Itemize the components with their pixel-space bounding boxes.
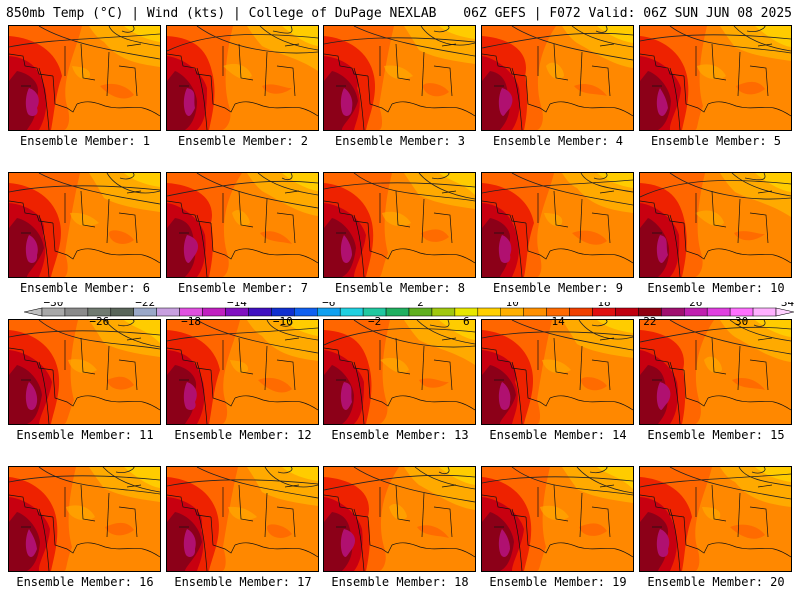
colorbar-swatch [385, 307, 410, 317]
colorbar-tick-label: −6 [322, 302, 335, 309]
ensemble-member-label: Ensemble Member: 4 [492, 134, 624, 148]
ensemble-member-label: Ensemble Member: 18 [331, 575, 469, 589]
ensemble-member-label: Ensemble Member: 16 [16, 575, 154, 589]
colorbar-swatch [752, 307, 777, 317]
ensemble-member-label: Ensemble Member: 2 [177, 134, 309, 148]
ensemble-member-label: Ensemble Member: 1 [19, 134, 151, 148]
colorbar-tick-label: −22 [135, 302, 155, 309]
ensemble-member-label: Ensemble Member: 19 [489, 575, 627, 589]
colorbar-swatch [477, 307, 501, 317]
colorbar-tick-label: 26 [689, 302, 702, 309]
colorbar-swatch [133, 307, 157, 317]
ensemble-member-label: Ensemble Member: 11 [16, 428, 154, 442]
ensemble-member-map [8, 319, 161, 425]
ensemble-member-map [8, 466, 161, 572]
ensemble-member-label: Ensemble Member: 14 [489, 428, 627, 442]
ensemble-member-map [481, 319, 634, 425]
colorbar-arrow-low [24, 307, 43, 317]
ensemble-member-map [166, 319, 319, 425]
ensemble-member-map [8, 172, 161, 278]
ensemble-member-map [481, 25, 634, 131]
colorbar-arrow-high [775, 307, 794, 317]
colorbar-swatch [569, 307, 593, 317]
colorbar-tick-label: 6 [463, 315, 470, 326]
ensemble-member-label: Ensemble Member: 3 [334, 134, 466, 148]
colorbar-swatch [317, 307, 341, 317]
ensemble-member-label: Ensemble Member: 8 [334, 281, 466, 295]
colorbar-swatch [408, 307, 433, 317]
ensemble-member-map [639, 319, 792, 425]
colorbar-swatch [523, 307, 547, 317]
ensemble-member-label: Ensemble Member: 20 [647, 575, 785, 589]
ensemble-member-map [323, 172, 476, 278]
colorbar-tick-label: −26 [89, 315, 109, 326]
ensemble-member-map [166, 25, 319, 131]
ensemble-member-map [166, 172, 319, 278]
ensemble-member-label: Ensemble Member: 6 [19, 281, 151, 295]
colorbar-swatch [615, 307, 639, 317]
colorbar-swatch [661, 307, 685, 317]
colorbar-swatch [339, 307, 364, 317]
colorbar-swatch [248, 307, 272, 317]
colorbar-swatch [64, 307, 89, 317]
colorbar-tick-label: 10 [506, 302, 519, 309]
ensemble-member-label: Ensemble Member: 17 [174, 575, 312, 589]
colorbar-tick-label: 18 [597, 302, 610, 309]
colorbar-tick-label: −14 [227, 302, 247, 309]
ensemble-member-label: Ensemble Member: 15 [647, 428, 785, 442]
ensemble-member-map [8, 25, 161, 131]
header-title: 850mb Temp (°C) | Wind (kts) | College o… [6, 6, 437, 21]
ensemble-member-map [639, 466, 792, 572]
ensemble-member-label: Ensemble Member: 13 [331, 428, 469, 442]
header-run-info: 06Z GEFS | F072 Valid: 06Z SUN JUN 08 20… [463, 6, 792, 21]
colorbar-tick-label: 22 [643, 315, 656, 326]
ensemble-member-map [323, 319, 476, 425]
colorbar-swatch [706, 307, 731, 317]
colorbar-tick-label: 30 [735, 315, 748, 326]
colorbar-tick-label: 14 [551, 315, 565, 326]
ensemble-member-label: Ensemble Member: 9 [492, 281, 624, 295]
ensemble-member-map [166, 466, 319, 572]
colorbar-swatch [110, 307, 134, 317]
colorbar-swatch [41, 307, 66, 317]
colorbar-tick-label: −2 [368, 315, 381, 326]
colorbar-swatch [431, 307, 456, 317]
ensemble-member-label: Ensemble Member: 10 [647, 281, 785, 295]
ensemble-member-label: Ensemble Member: 5 [650, 134, 782, 148]
colorbar-tick-label: −30 [44, 302, 64, 309]
ensemble-member-map [639, 172, 792, 278]
colorbar-swatch [684, 307, 708, 317]
colorbar-swatch [202, 307, 226, 317]
colorbar-swatch [225, 307, 249, 317]
ensemble-member-map [639, 25, 792, 131]
colorbar-swatch [500, 307, 524, 317]
ensemble-member-map [323, 466, 476, 572]
colorbar-tick-label: 34 [781, 302, 794, 309]
ensemble-member-map [481, 466, 634, 572]
colorbar-swatch [156, 307, 180, 317]
colorbar-tick-label: 2 [417, 302, 424, 309]
colorbar-swatch [592, 307, 616, 317]
colorbar-tick-label: −18 [181, 315, 201, 326]
ensemble-member-map [481, 172, 634, 278]
colorbar-swatch [294, 307, 318, 317]
ensemble-member-label: Ensemble Member: 12 [174, 428, 312, 442]
temperature-colorbar: −30−26−22−18−14−10−6−2261014182226303438… [24, 302, 794, 326]
ensemble-member-label: Ensemble Member: 7 [177, 281, 309, 295]
colorbar-tick-label: −10 [273, 315, 293, 326]
ensemble-member-map [323, 25, 476, 131]
